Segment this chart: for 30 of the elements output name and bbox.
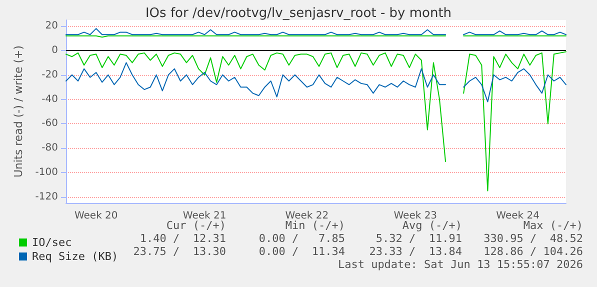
text: Max (-/+)	[523, 219, 583, 232]
y-tick-label: -20	[42, 69, 58, 80]
x-tick-label: Week 23	[394, 210, 438, 222]
y-tick-label: -100	[35, 167, 58, 178]
x-tick-label: Week 21	[182, 210, 226, 222]
text: Cur (-/+)	[166, 219, 226, 232]
y-tick-label: -40	[42, 94, 58, 105]
x-tick-label: Week 24	[496, 210, 540, 222]
text: 0.00 / 11.34	[258, 245, 346, 258]
legend-label: IO/sec	[32, 236, 72, 249]
y-tick-label: 20	[45, 20, 58, 32]
chart-title: IOs for /dev/rootvg/lv_senjasrv_root - by month	[145, 6, 452, 21]
y-axis-title: Units read (-) / write (+)	[12, 45, 25, 178]
y-tick-label: -120	[35, 191, 58, 202]
text: Min (-/+)	[285, 219, 345, 232]
text: 0.00 / 7.85	[258, 232, 345, 245]
text: 330.95 / 48.52	[484, 232, 583, 245]
x-tick-label: Week 22	[285, 210, 329, 222]
text: 23.75 / 13.30	[133, 245, 226, 258]
text: Last update: Sat Jun 13 15:55:07 2026	[338, 258, 583, 271]
legend-label: Req Size (KB)	[32, 250, 118, 263]
y-tick-label: -80	[42, 142, 58, 154]
x-tick-label: Week 20	[74, 210, 118, 222]
text: 1.40 / 12.31	[140, 232, 226, 245]
y-tick-label: -60	[42, 118, 58, 130]
text: Avg (-/+)	[402, 219, 462, 232]
text: 128.86 / 104.26	[484, 245, 583, 258]
text: 5.32 / 11.91	[376, 232, 462, 245]
text: 23.33 / 13.84	[369, 245, 462, 258]
y-tick-label: 0	[52, 45, 58, 56]
